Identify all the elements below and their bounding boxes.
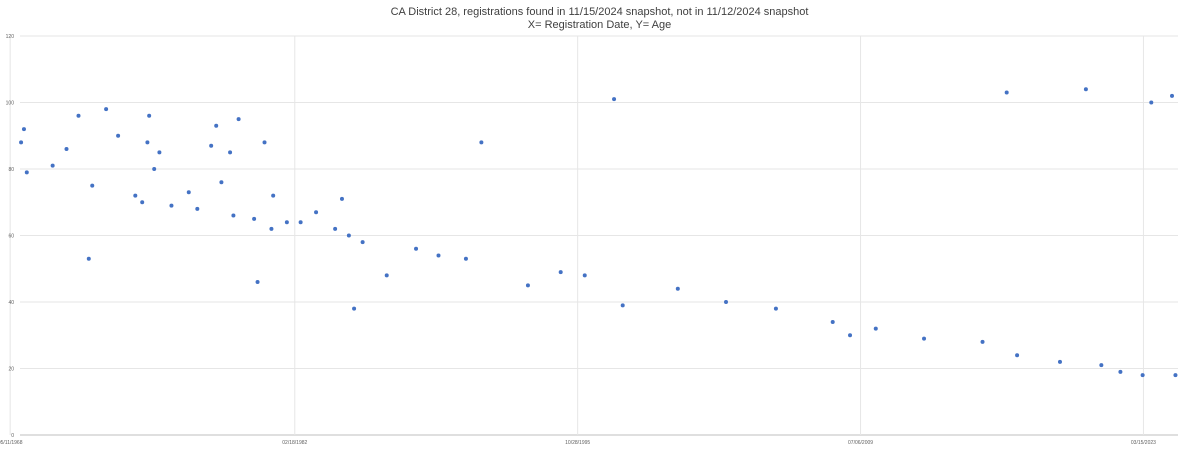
data-point xyxy=(612,97,617,102)
data-point xyxy=(463,256,468,261)
chart-title: CA District 28, registrations found in 1… xyxy=(390,6,809,18)
data-point xyxy=(145,140,150,145)
data-point xyxy=(19,140,24,145)
data-point xyxy=(133,193,138,198)
data-point xyxy=(922,336,927,341)
data-point xyxy=(582,273,587,278)
y-tick-label: 40 xyxy=(8,300,14,306)
data-point xyxy=(104,107,109,112)
data-point xyxy=(271,193,276,198)
data-point xyxy=(255,280,260,285)
x-tick-label: 03/15/2023 xyxy=(1131,440,1156,446)
data-point xyxy=(479,140,484,145)
data-point xyxy=(1004,90,1009,95)
data-point xyxy=(219,180,224,185)
data-point xyxy=(209,143,214,148)
data-point xyxy=(116,133,121,138)
data-point xyxy=(980,339,985,344)
data-point xyxy=(269,226,274,231)
data-point xyxy=(830,319,835,324)
data-point xyxy=(1057,359,1062,364)
x-tick-label: 05/11/1968 xyxy=(0,440,23,446)
data-point xyxy=(90,183,95,188)
data-point xyxy=(360,240,365,245)
chart-title-block: CA District 28, registrations found in 1… xyxy=(0,6,1199,32)
data-point xyxy=(339,196,344,201)
y-tick-label: 0 xyxy=(11,433,14,439)
data-point xyxy=(152,167,157,171)
data-point xyxy=(157,150,162,155)
data-point xyxy=(76,113,81,118)
data-point xyxy=(1099,363,1104,368)
data-point xyxy=(620,303,625,308)
data-point xyxy=(675,286,680,291)
data-point xyxy=(1140,373,1145,378)
y-tick-label: 120 xyxy=(6,34,15,40)
data-point xyxy=(333,226,338,231)
y-tick-label: 100 xyxy=(6,101,15,107)
data-point xyxy=(228,150,233,155)
x-tick-label: 02/18/1982 xyxy=(282,440,307,446)
data-point xyxy=(873,326,878,331)
data-point xyxy=(169,203,174,208)
data-point xyxy=(352,306,357,311)
data-point xyxy=(21,127,26,132)
data-point xyxy=(231,213,236,218)
data-point xyxy=(64,147,69,152)
y-tick-label: 20 xyxy=(8,367,14,373)
data-point xyxy=(558,270,563,275)
data-point xyxy=(195,206,200,211)
data-point xyxy=(436,253,441,258)
data-point xyxy=(848,333,853,338)
data-point xyxy=(284,220,289,225)
data-point xyxy=(186,190,191,195)
chart-subtitle: X= Registration Date, Y= Age xyxy=(527,19,672,31)
x-tick-label: 10/28/1995 xyxy=(565,440,590,446)
data-point xyxy=(147,113,152,118)
x-tick-label: 07/06/2009 xyxy=(848,440,873,446)
data-point xyxy=(1015,353,1020,358)
data-point xyxy=(1118,369,1123,374)
y-tick-label: 80 xyxy=(8,167,14,173)
data-point xyxy=(1173,373,1178,378)
data-point xyxy=(86,256,91,261)
data-point xyxy=(262,140,267,145)
data-point xyxy=(252,216,257,221)
data-points xyxy=(19,87,1178,378)
data-point xyxy=(24,170,29,175)
data-point xyxy=(214,123,219,128)
data-point xyxy=(414,246,419,251)
data-point xyxy=(236,117,241,122)
data-point xyxy=(1170,93,1175,98)
data-point xyxy=(525,283,530,288)
data-point xyxy=(298,220,303,225)
data-point xyxy=(724,300,729,304)
y-tick-label: 60 xyxy=(8,234,14,240)
data-point xyxy=(346,233,351,238)
y-axis-ticks: 0 20 40 60 80 100 120 xyxy=(6,34,15,439)
data-point xyxy=(773,306,778,311)
data-point xyxy=(1083,87,1088,92)
gridlines xyxy=(9,35,1178,436)
x-axis-ticks: 05/11/1968 02/18/1982 10/28/1995 07/06/2009… xyxy=(0,440,1156,446)
data-point xyxy=(314,210,319,215)
data-point xyxy=(50,163,55,168)
data-point xyxy=(1149,100,1154,105)
data-point xyxy=(384,273,389,278)
data-point xyxy=(140,200,145,205)
